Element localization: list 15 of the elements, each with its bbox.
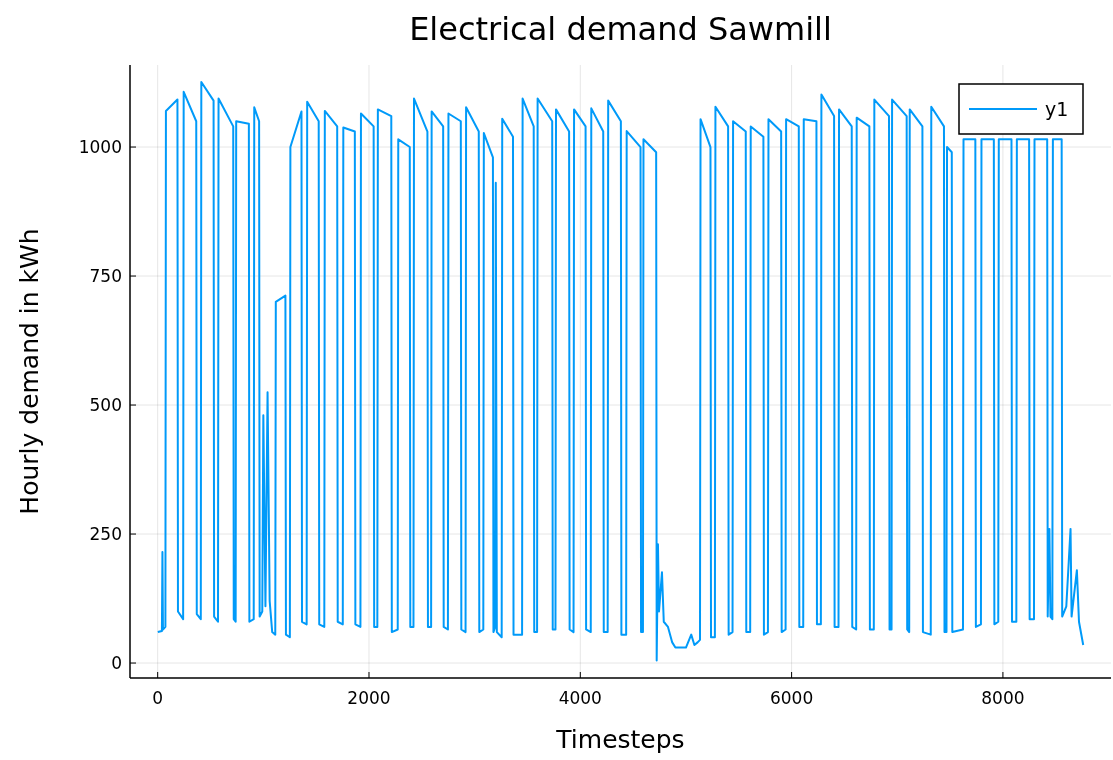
y-tick-label: 500 <box>89 394 122 415</box>
y-tick-label: 750 <box>89 265 122 286</box>
y-tick-label: 250 <box>89 523 122 544</box>
x-tick-label: 6000 <box>769 688 814 708</box>
y-axis-title: Hourly demand in kWh <box>15 228 44 515</box>
chart-title: Electrical demand Sawmill <box>409 10 832 48</box>
x-axis-title: Timesteps <box>555 725 685 754</box>
x-tick-label: 0 <box>152 688 164 708</box>
y-tick-label: 1000 <box>78 136 122 157</box>
x-tick-label: 8000 <box>981 688 1025 708</box>
x-tick-label: 2000 <box>347 688 391 708</box>
line-series <box>156 81 1085 662</box>
legend-label: y1 <box>1045 97 1069 120</box>
x-tick-label: 4000 <box>558 688 602 708</box>
y-tick-label: 0 <box>111 652 122 673</box>
